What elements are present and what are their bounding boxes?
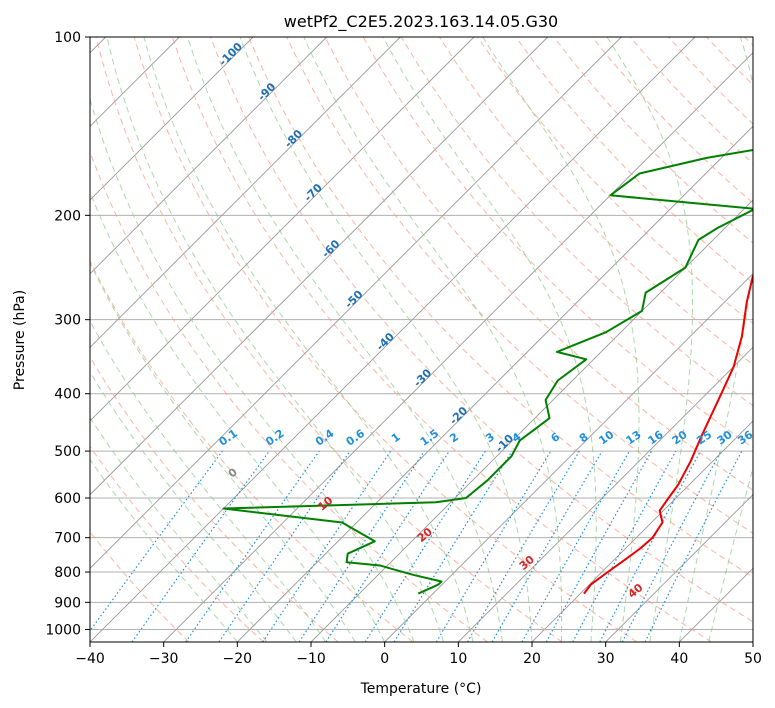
y-tick-label: 400 bbox=[54, 387, 81, 403]
x-tick-label: 50 bbox=[744, 651, 762, 667]
dry-adiabat-line bbox=[90, 355, 339, 642]
y-tick-label: 800 bbox=[54, 565, 81, 581]
dry-adiabat-line bbox=[210, 37, 753, 623]
isotherm-line bbox=[531, 420, 753, 642]
isotherm-line bbox=[90, 37, 328, 275]
moist-adiabat-line bbox=[482, 37, 640, 642]
dewpoint-profile-line bbox=[222, 149, 753, 595]
dry-adiabat-line bbox=[515, 37, 753, 284]
mixing-ratio-line bbox=[521, 450, 631, 642]
x-tick-label: 0 bbox=[380, 651, 389, 667]
mixing-ratio-line bbox=[218, 450, 351, 642]
mixing-ratio-line bbox=[131, 450, 270, 642]
isotherm-line bbox=[90, 37, 622, 569]
mixing-ratio-line bbox=[90, 450, 223, 632]
background-lines bbox=[90, 37, 753, 642]
moist-adiabat-line bbox=[106, 37, 445, 642]
isotherm-line bbox=[457, 346, 753, 642]
isotherm-line bbox=[163, 52, 753, 642]
moist-adiabat-line bbox=[90, 190, 386, 642]
moist-adiabat-line bbox=[187, 37, 503, 642]
x-tick-label: −30 bbox=[149, 651, 179, 667]
dry-adiabat-line bbox=[90, 259, 414, 642]
mixing-ratio-line bbox=[325, 450, 450, 642]
series-layer bbox=[222, 149, 753, 595]
moist-adiabat-line bbox=[90, 320, 327, 642]
dry-adiabat-line bbox=[171, 37, 712, 642]
moist-adiabat-line bbox=[90, 97, 415, 642]
dry-adiabat-line bbox=[95, 37, 563, 642]
grid-layer bbox=[90, 37, 753, 642]
x-tick-label: 10 bbox=[449, 651, 467, 667]
y-tick-label: 100 bbox=[54, 30, 81, 46]
isotherm-line bbox=[237, 125, 753, 642]
y-tick-label: 200 bbox=[54, 208, 81, 224]
chart-title: wetPf2_C2E5.2023.163.14.05.G30 bbox=[284, 12, 558, 32]
dry-adiabat-line bbox=[133, 37, 638, 642]
isotherm-line bbox=[90, 37, 254, 201]
mixing-ratio-line bbox=[262, 450, 392, 642]
axis-layer: −40 −30 −20 −10 0 10 20 30 40 50 100 200 300 400 500 60… bbox=[45, 30, 762, 667]
x-tick-label: 20 bbox=[523, 651, 541, 667]
isotherm-line bbox=[90, 37, 475, 422]
x-axis-title: Temperature (°C) bbox=[360, 681, 482, 697]
y-tick-label: 300 bbox=[54, 313, 81, 329]
y-tick-label: 900 bbox=[54, 595, 81, 611]
dry-adiabat-line bbox=[90, 445, 264, 642]
moist-adiabat-line bbox=[90, 458, 238, 642]
moist-adiabat-line bbox=[606, 37, 693, 642]
plot-frame bbox=[89, 36, 754, 643]
y-tick-label: 600 bbox=[54, 491, 81, 507]
mixing-ratio-line bbox=[185, 450, 320, 642]
moist-adiabat-line bbox=[90, 370, 297, 642]
y-tick-label: 1000 bbox=[45, 622, 81, 638]
mixing-ratio-line bbox=[644, 450, 743, 642]
x-tick-label: −40 bbox=[75, 651, 105, 667]
y-axis-title: Pressure (hPa) bbox=[12, 290, 28, 390]
y-tick-label: 500 bbox=[54, 444, 81, 460]
isotherm-line bbox=[90, 37, 401, 348]
dry-adiabat-line bbox=[286, 37, 753, 534]
mixing-ratio-line bbox=[545, 450, 653, 642]
mixing-ratio-label: 36 bbox=[735, 428, 755, 448]
isotherm-line bbox=[90, 37, 548, 496]
moist-adiabat-line bbox=[678, 37, 753, 642]
moist-adiabat-line bbox=[143, 37, 474, 642]
x-tick-label: 30 bbox=[597, 651, 615, 667]
dry-adiabat-line bbox=[248, 37, 753, 578]
moist-adiabat-line bbox=[90, 416, 268, 642]
dry-adiabat-line bbox=[324, 37, 753, 491]
plot-background bbox=[90, 37, 753, 642]
mixing-ratio-line bbox=[298, 450, 425, 642]
isotherm-line bbox=[605, 493, 753, 642]
moist-adiabat-line bbox=[303, 37, 563, 642]
mixing-ratio-line bbox=[393, 450, 513, 642]
y-tick-label: 700 bbox=[54, 531, 81, 547]
moist-adiabat-line bbox=[90, 261, 356, 642]
x-tick-label: 40 bbox=[670, 651, 688, 667]
isotherm-line bbox=[384, 273, 753, 642]
moist-adiabat-line bbox=[382, 37, 597, 642]
mixing-ratio-line bbox=[572, 450, 677, 642]
moist-adiabat-line bbox=[239, 37, 533, 642]
x-tick-label: −10 bbox=[296, 651, 326, 667]
temperature-profile-line bbox=[583, 272, 753, 595]
isotherm-line bbox=[90, 37, 696, 642]
moist-adiabat-line bbox=[708, 465, 753, 642]
x-tick-label: −20 bbox=[223, 651, 253, 667]
